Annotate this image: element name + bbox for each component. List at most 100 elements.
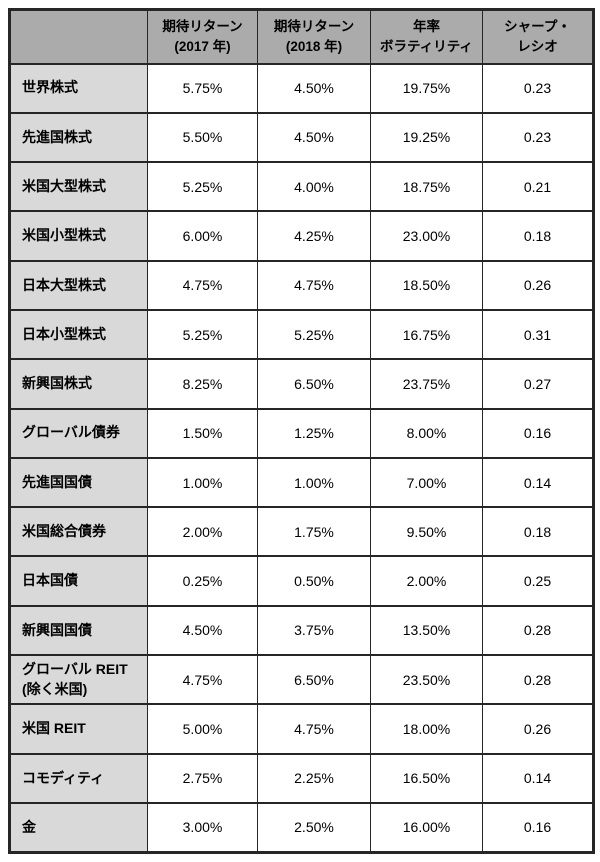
- return-2017-cell: 5.25%: [147, 161, 258, 213]
- return-2018-cell: 1.00%: [257, 456, 371, 509]
- row-label-cell: 先進国株式: [9, 111, 148, 164]
- row-label-cell: 新興国国債: [9, 604, 148, 657]
- asset-assumptions-table: 期待リターン (2017 年) 期待リターン (2018 年) 年率 ボラティリ…: [8, 8, 595, 854]
- return-2018-cell: 4.50%: [257, 62, 371, 114]
- table-row: グローバル債券 1.50% 1.25% 8.00% 0.16: [9, 407, 594, 459]
- table-row: 米国小型株式 6.00% 4.25% 23.00% 0.18: [9, 210, 594, 262]
- header-line: シャープ・: [504, 19, 571, 35]
- header-line: (2018 年): [285, 38, 343, 54]
- return-2017-cell: 6.00%: [147, 210, 258, 262]
- row-label-cell: 先進国国債: [9, 456, 148, 509]
- return-2018-cell: 4.75%: [257, 259, 371, 311]
- column-header-return-2018: 期待リターン (2018 年): [257, 8, 371, 65]
- column-header-volatility: 年率 ボラティリティ: [370, 8, 483, 65]
- sharpe-cell: 0.25: [482, 555, 594, 607]
- sharpe-cell: 0.23: [482, 111, 594, 164]
- header-line: 期待リターン: [273, 19, 355, 35]
- table-row: 新興国国債 4.50% 3.75% 13.50% 0.28: [9, 604, 594, 657]
- row-label-cell: 米国大型株式: [9, 161, 148, 213]
- sharpe-cell: 0.27: [482, 358, 594, 410]
- table-row: 日本小型株式 5.25% 5.25% 16.75% 0.31: [9, 308, 594, 361]
- volatility-cell: 23.50%: [370, 654, 483, 706]
- header-line: ボラティリティ: [380, 38, 473, 54]
- table-row: 新興国株式 8.25% 6.50% 23.75% 0.27: [9, 358, 594, 410]
- table-row: 先進国株式 5.50% 4.50% 19.25% 0.23: [9, 111, 594, 164]
- row-label-cell: 日本大型株式: [9, 259, 148, 311]
- row-label-cell: 米国小型株式: [9, 210, 148, 262]
- return-2017-cell: 8.25%: [147, 358, 258, 410]
- return-2018-cell: 1.25%: [257, 407, 371, 459]
- return-2017-cell: 5.75%: [147, 62, 258, 114]
- return-2017-cell: 3.00%: [147, 801, 258, 854]
- volatility-cell: 16.75%: [370, 308, 483, 361]
- header-line: レシオ: [517, 38, 558, 54]
- volatility-cell: 18.75%: [370, 161, 483, 213]
- row-label-cell: グローバル債券: [9, 407, 148, 459]
- header-line: 年率: [413, 19, 440, 35]
- sharpe-cell: 0.18: [482, 210, 594, 262]
- volatility-cell: 23.75%: [370, 358, 483, 410]
- return-2017-cell: 1.00%: [147, 456, 258, 509]
- volatility-cell: 18.50%: [370, 259, 483, 311]
- row-label-cell: 新興国株式: [9, 358, 148, 410]
- table-row: コモディティ 2.75% 2.25% 16.50% 0.14: [9, 752, 594, 804]
- return-2018-cell: 4.75%: [257, 703, 371, 755]
- sharpe-cell: 0.21: [482, 161, 594, 213]
- corner-cell: [9, 8, 148, 65]
- row-label-cell: 日本小型株式: [9, 308, 148, 361]
- table-row: 世界株式 5.75% 4.50% 19.75% 0.23: [9, 62, 594, 114]
- return-2017-cell: 1.50%: [147, 407, 258, 459]
- return-2017-cell: 2.00%: [147, 506, 258, 558]
- return-2017-cell: 5.25%: [147, 308, 258, 361]
- sharpe-cell: 0.31: [482, 308, 594, 361]
- return-2018-cell: 3.75%: [257, 604, 371, 657]
- table-row: 米国総合債券 2.00% 1.75% 9.50% 0.18: [9, 506, 594, 558]
- sharpe-cell: 0.14: [482, 456, 594, 509]
- column-header-sharpe-ratio: シャープ・ レシオ: [482, 8, 594, 65]
- sharpe-cell: 0.16: [482, 801, 594, 854]
- volatility-cell: 7.00%: [370, 456, 483, 509]
- header-line: (2017 年): [174, 38, 231, 54]
- sharpe-cell: 0.26: [482, 259, 594, 311]
- row-label-cell: 金: [9, 801, 148, 854]
- return-2018-cell: 6.50%: [257, 358, 371, 410]
- table-row: グローバル REIT (除く米国) 4.75% 6.50% 23.50% 0.2…: [9, 654, 594, 706]
- return-2018-cell: 1.75%: [257, 506, 371, 558]
- table-header: 期待リターン (2017 年) 期待リターン (2018 年) 年率 ボラティリ…: [9, 8, 594, 65]
- row-label-cell: 米国 REIT: [9, 703, 148, 755]
- volatility-cell: 9.50%: [370, 506, 483, 558]
- row-label-cell: 米国総合債券: [9, 506, 148, 558]
- row-label-cell: 日本国債: [9, 555, 148, 607]
- return-2018-cell: 2.25%: [257, 752, 371, 804]
- header-line: 期待リターン: [162, 19, 243, 35]
- table-row: 米国大型株式 5.25% 4.00% 18.75% 0.21: [9, 161, 594, 213]
- volatility-cell: 13.50%: [370, 604, 483, 657]
- table-row: 先進国国債 1.00% 1.00% 7.00% 0.14: [9, 456, 594, 509]
- return-2017-cell: 5.50%: [147, 111, 258, 164]
- table-row: 米国 REIT 5.00% 4.75% 18.00% 0.26: [9, 703, 594, 755]
- sharpe-cell: 0.14: [482, 752, 594, 804]
- return-2018-cell: 4.50%: [257, 111, 371, 164]
- return-2017-cell: 4.75%: [147, 259, 258, 311]
- table-row: 金 3.00% 2.50% 16.00% 0.16: [9, 801, 594, 854]
- sharpe-cell: 0.18: [482, 506, 594, 558]
- volatility-cell: 18.00%: [370, 703, 483, 755]
- volatility-cell: 19.25%: [370, 111, 483, 164]
- table-body: 世界株式 5.75% 4.50% 19.75% 0.23 先進国株式 5.50%…: [9, 62, 594, 854]
- return-2017-cell: 4.50%: [147, 604, 258, 657]
- volatility-cell: 8.00%: [370, 407, 483, 459]
- sharpe-cell: 0.28: [482, 654, 594, 706]
- volatility-cell: 23.00%: [370, 210, 483, 262]
- return-2017-cell: 2.75%: [147, 752, 258, 804]
- row-label-cell: グローバル REIT (除く米国): [9, 654, 148, 706]
- header-row: 期待リターン (2017 年) 期待リターン (2018 年) 年率 ボラティリ…: [9, 8, 594, 65]
- column-header-return-2017: 期待リターン (2017 年): [147, 8, 258, 65]
- return-2018-cell: 5.25%: [257, 308, 371, 361]
- volatility-cell: 19.75%: [370, 62, 483, 114]
- table-row: 日本大型株式 4.75% 4.75% 18.50% 0.26: [9, 259, 594, 311]
- return-2017-cell: 0.25%: [147, 555, 258, 607]
- row-label-cell: 世界株式: [9, 62, 148, 114]
- return-2017-cell: 4.75%: [147, 654, 258, 706]
- table-row: 日本国債 0.25% 0.50% 2.00% 0.25: [9, 555, 594, 607]
